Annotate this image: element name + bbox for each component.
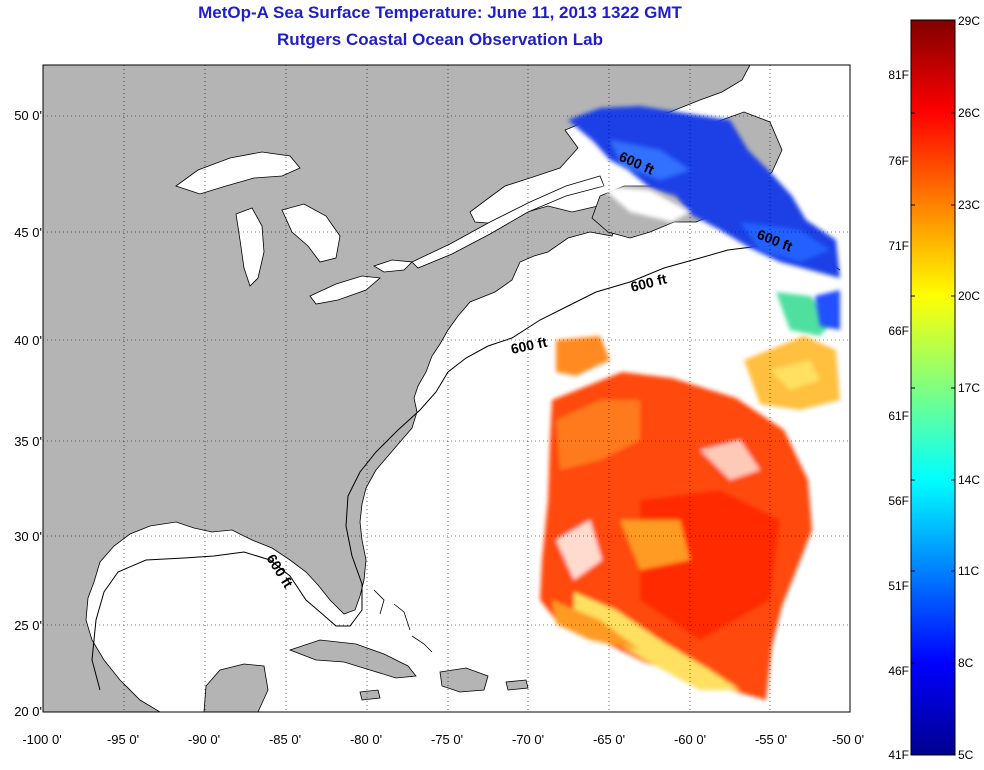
lon-tick-75: -75 0': [430, 732, 464, 747]
lat-tick-25: 25 0': [14, 618, 42, 633]
colorbar-label-c: 20C: [958, 289, 981, 303]
lon-tick-100: -100 0': [22, 732, 62, 747]
colorbar-label-c: 23C: [958, 198, 981, 212]
lat-tick-20: 20 0': [14, 704, 42, 719]
colorbar-label-f: 41F: [888, 748, 909, 762]
depth-contour-600ft: [91, 245, 841, 691]
colorbar-label-c: 11C: [958, 564, 980, 578]
lat-tick-30: 30 0': [14, 529, 42, 544]
colorbar-label-f: 76F: [888, 154, 909, 168]
lake-ontario: [373, 259, 413, 273]
colorbar-label-c: 26C: [958, 106, 981, 120]
lon-tick-95: -95 0': [106, 732, 140, 747]
graticule: [43, 65, 850, 712]
lat-tick-45: 45 0': [14, 225, 42, 240]
colorbar-label-f: 71F: [888, 239, 909, 253]
map-title: MetOp-A Sea Surface Temperature: June 11…: [198, 3, 682, 22]
north-america-land: [43, 65, 751, 712]
colorbar-label-c: 29C: [958, 14, 981, 28]
lat-tick-50: 50 0': [14, 108, 42, 123]
colorbar-label-c: 8C: [958, 656, 974, 670]
st-lawrence-river: [411, 175, 605, 269]
lake-superior: [175, 151, 301, 195]
contour-label: 600 ft: [509, 334, 548, 357]
colorbar-label-f: 81F: [888, 68, 909, 82]
lat-tick-35: 35 0': [14, 434, 42, 449]
lon-tick-65: -65 0': [592, 732, 626, 747]
cold-water: [568, 106, 840, 330]
jamaica-land: [359, 689, 381, 701]
lon-tick-50: -50 0': [831, 732, 865, 747]
colorbar-label-c: 17C: [958, 381, 981, 395]
lake-erie: [309, 275, 381, 305]
colorbar-label-f: 66F: [888, 324, 909, 338]
colorbar-label-f: 56F: [888, 494, 909, 508]
map-subtitle: Rutgers Coastal Ocean Observation Lab: [277, 30, 603, 49]
colorbar-label-c: 5C: [958, 748, 974, 762]
puerto-rico-land: [505, 679, 529, 691]
bahamas: [373, 589, 433, 653]
hispaniola-land: [439, 667, 489, 693]
lat-tick-40: 40 0': [14, 333, 42, 348]
lon-tick-90: -90 0': [187, 732, 221, 747]
colorbar-label-f: 46F: [888, 664, 909, 678]
cuba-land: [288, 639, 417, 679]
colorbar-label-f: 51F: [888, 579, 909, 593]
colorbar: [910, 19, 956, 756]
lon-tick-70: -70 0': [511, 732, 545, 747]
lon-tick-80: -80 0': [349, 732, 383, 747]
colorbar-label-c: 14C: [958, 473, 981, 487]
colorbar-label-f: 61F: [888, 409, 909, 423]
lake-michigan: [235, 207, 265, 287]
map-frame: [42, 64, 851, 713]
lon-tick-55: -55 0': [754, 732, 788, 747]
lon-tick-60: -60 0': [673, 732, 707, 747]
lon-tick-85: -85 0': [268, 732, 302, 747]
yucatan-land: [203, 663, 269, 712]
lake-huron: [281, 203, 341, 263]
